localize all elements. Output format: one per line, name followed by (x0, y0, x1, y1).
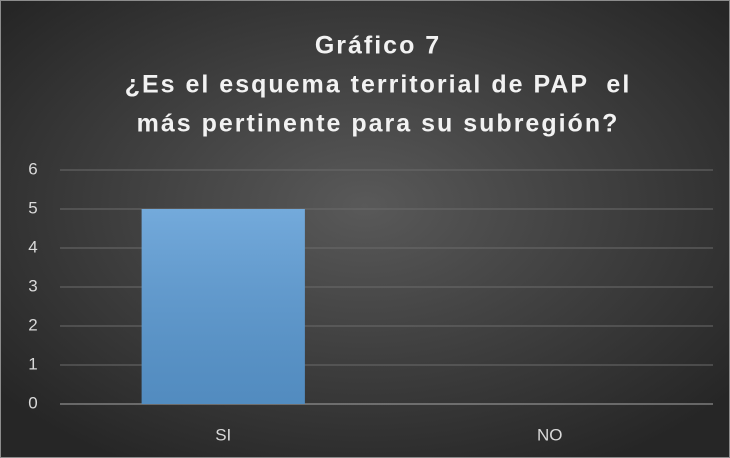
y-tick-label: 6 (28, 159, 37, 178)
x-tick-label: NO (537, 425, 563, 444)
y-tick-label: 1 (28, 354, 37, 373)
chart-title: más pertinente para su subregión? (137, 110, 620, 138)
y-tick-label: 3 (28, 276, 37, 295)
y-tick-label: 0 (28, 393, 37, 412)
y-tick-label: 2 (28, 315, 37, 334)
bar-shade (141, 209, 305, 404)
x-tick-label: SI (215, 425, 231, 444)
chart-title: ¿Es el esquema territorial de PAP el (125, 71, 632, 99)
y-tick-label: 5 (28, 198, 37, 217)
y-tick-label: 4 (28, 237, 37, 256)
chart-title: Gráfico 7 (315, 32, 441, 60)
